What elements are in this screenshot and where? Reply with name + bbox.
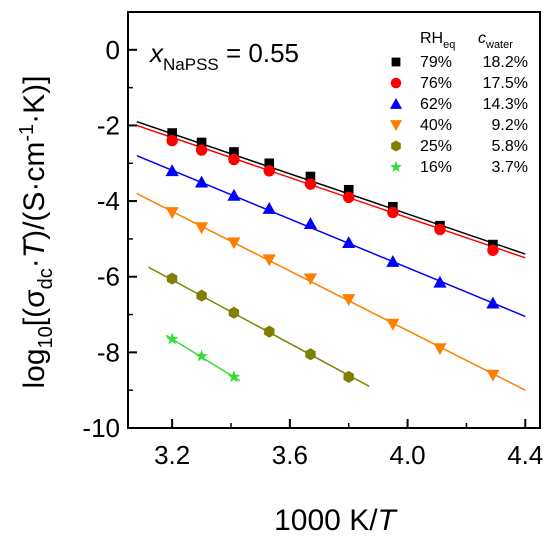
data-point (342, 294, 356, 307)
tick-labels: 3.2 3.6 4.0 4.4 0 -2 -4 -6 -8 -10 (82, 35, 543, 470)
y-tick-label: -6 (97, 262, 120, 292)
legend-rh: 76% (420, 75, 452, 92)
data-point (486, 369, 500, 382)
y-tick-label: -2 (97, 110, 120, 140)
data-point (196, 289, 207, 302)
data-point (227, 370, 241, 383)
data-point (263, 165, 275, 177)
data-point (194, 222, 209, 235)
axis-ticks (128, 48, 527, 429)
legend-cwater: 3.7% (492, 159, 528, 176)
data-point (305, 348, 316, 361)
plot-frame (127, 11, 541, 429)
data-point (165, 207, 179, 220)
legend-marker (390, 160, 402, 172)
y-tick-label: -10 (82, 413, 120, 443)
data-point (304, 178, 317, 190)
data-point (342, 236, 356, 248)
data-point (262, 202, 276, 214)
legend-rh: 79% (420, 54, 452, 71)
data-point (227, 188, 241, 201)
data-point (195, 349, 208, 362)
y-tick-label: -4 (97, 186, 120, 216)
data-point (165, 332, 179, 345)
legend-marker (390, 77, 402, 89)
data-point (195, 144, 208, 156)
data-point (228, 153, 240, 166)
data-point (166, 134, 178, 147)
data-point (196, 137, 207, 148)
y-axis-title: log10[(σdc·T)/(S·cm-1·K)] (16, 75, 57, 388)
data-point (166, 272, 178, 285)
data-point (343, 191, 355, 204)
legend-marker (391, 57, 401, 67)
data-point (262, 254, 276, 267)
legend-marker (389, 120, 403, 132)
data-point (433, 275, 447, 288)
x-tick-label: 4.4 (507, 440, 543, 470)
legend-marker (389, 97, 403, 109)
fit-line (148, 266, 370, 388)
data-point (305, 171, 316, 182)
data-point (165, 164, 179, 177)
data-point (386, 318, 400, 331)
data-point (229, 147, 239, 157)
legend-rh: 25% (420, 138, 452, 155)
x-tick-label: 3.6 (272, 440, 308, 470)
data-point (434, 223, 446, 236)
data-point (194, 175, 209, 188)
x-tick-label: 3.2 (154, 440, 190, 470)
data-point (228, 306, 240, 319)
legend-cwater: 17.5% (483, 75, 528, 92)
data-point (264, 158, 275, 169)
legend-rh: 16% (420, 159, 452, 176)
legend-marker (391, 140, 401, 152)
data-point (227, 237, 241, 250)
x-axis-title: 1000 K/T (274, 504, 398, 537)
y-tick-label: 0 (106, 35, 120, 65)
y-tick-label: -8 (97, 337, 120, 367)
legend: 79% 18.2% 76% 17.5% 62% 14.3% 40% 9.2% 25% 5.8% 16… (389, 54, 528, 176)
data-point (167, 128, 177, 138)
data-point (487, 244, 499, 256)
legend-rh: 62% (420, 96, 452, 113)
data-point (433, 343, 447, 356)
x-tick-label: 4.0 (389, 440, 425, 470)
data-point (387, 206, 399, 219)
legend-cwater: 9.2% (492, 117, 528, 134)
fit-lines (136, 120, 526, 391)
data-point (303, 273, 318, 286)
data-point (303, 217, 318, 230)
legend-cwater: 14.3% (483, 96, 528, 113)
legend-cwater: 5.8% (492, 138, 528, 155)
data-point (486, 296, 500, 309)
legend-header-c: cwater (478, 30, 513, 51)
legend-header-rh: RHeq (420, 30, 455, 51)
annotation: xNaPSS = 0.55 (148, 38, 299, 74)
fit-line (136, 124, 526, 259)
data-point (343, 370, 354, 383)
data-point (264, 325, 275, 338)
legend-rh: 40% (420, 117, 452, 134)
fit-line (136, 120, 526, 255)
data-point (386, 255, 400, 267)
data-points (165, 128, 500, 383)
legend-cwater: 18.2% (483, 54, 528, 71)
data-point (343, 184, 354, 195)
